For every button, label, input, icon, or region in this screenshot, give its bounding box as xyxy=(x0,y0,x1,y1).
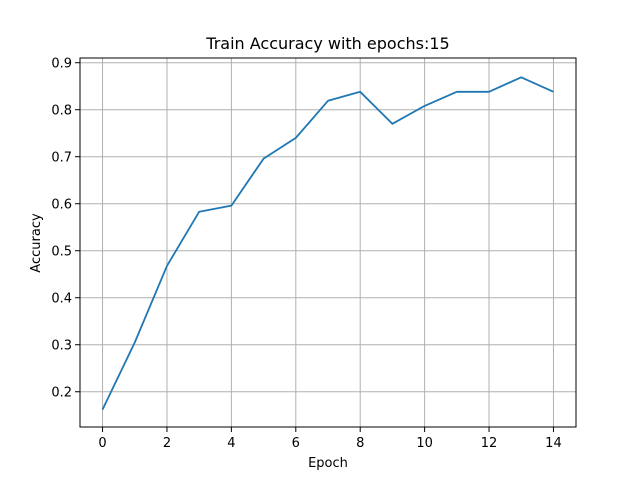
y-tick-label: 0.3 xyxy=(51,339,72,354)
x-axis-label: Epoch xyxy=(308,456,348,471)
x-tick-label: 0 xyxy=(98,436,106,451)
x-tick-label: 2 xyxy=(163,436,171,451)
y-tick-label: 0.2 xyxy=(51,386,72,401)
axes-frame xyxy=(79,57,577,428)
y-tick-label: 0.9 xyxy=(51,57,72,72)
grid xyxy=(80,58,576,427)
y-tick-label: 0.6 xyxy=(51,198,72,213)
x-axis-ticks: 0 2 4 6 8 10 12 14 xyxy=(98,427,562,451)
x-tick-label: 12 xyxy=(481,436,498,451)
x-tick-label: 4 xyxy=(227,436,235,451)
y-axis-ticks: 0.2 0.3 0.4 0.5 0.6 0.7 0.8 0.9 xyxy=(51,57,80,401)
y-axis-label: Accuracy xyxy=(29,213,44,273)
y-tick-label: 0.8 xyxy=(51,104,72,119)
chart-title: Train Accuracy with epochs:15 xyxy=(205,34,449,53)
x-tick-label: 14 xyxy=(545,436,562,451)
y-tick-label: 0.7 xyxy=(51,151,72,166)
x-tick-label: 8 xyxy=(356,436,364,451)
series-line xyxy=(101,76,554,410)
x-tick-label: 6 xyxy=(292,436,300,451)
series-layer xyxy=(101,76,554,410)
y-tick-label: 0.4 xyxy=(51,292,72,307)
y-tick-label: 0.5 xyxy=(51,245,72,260)
x-tick-label: 10 xyxy=(416,436,433,451)
